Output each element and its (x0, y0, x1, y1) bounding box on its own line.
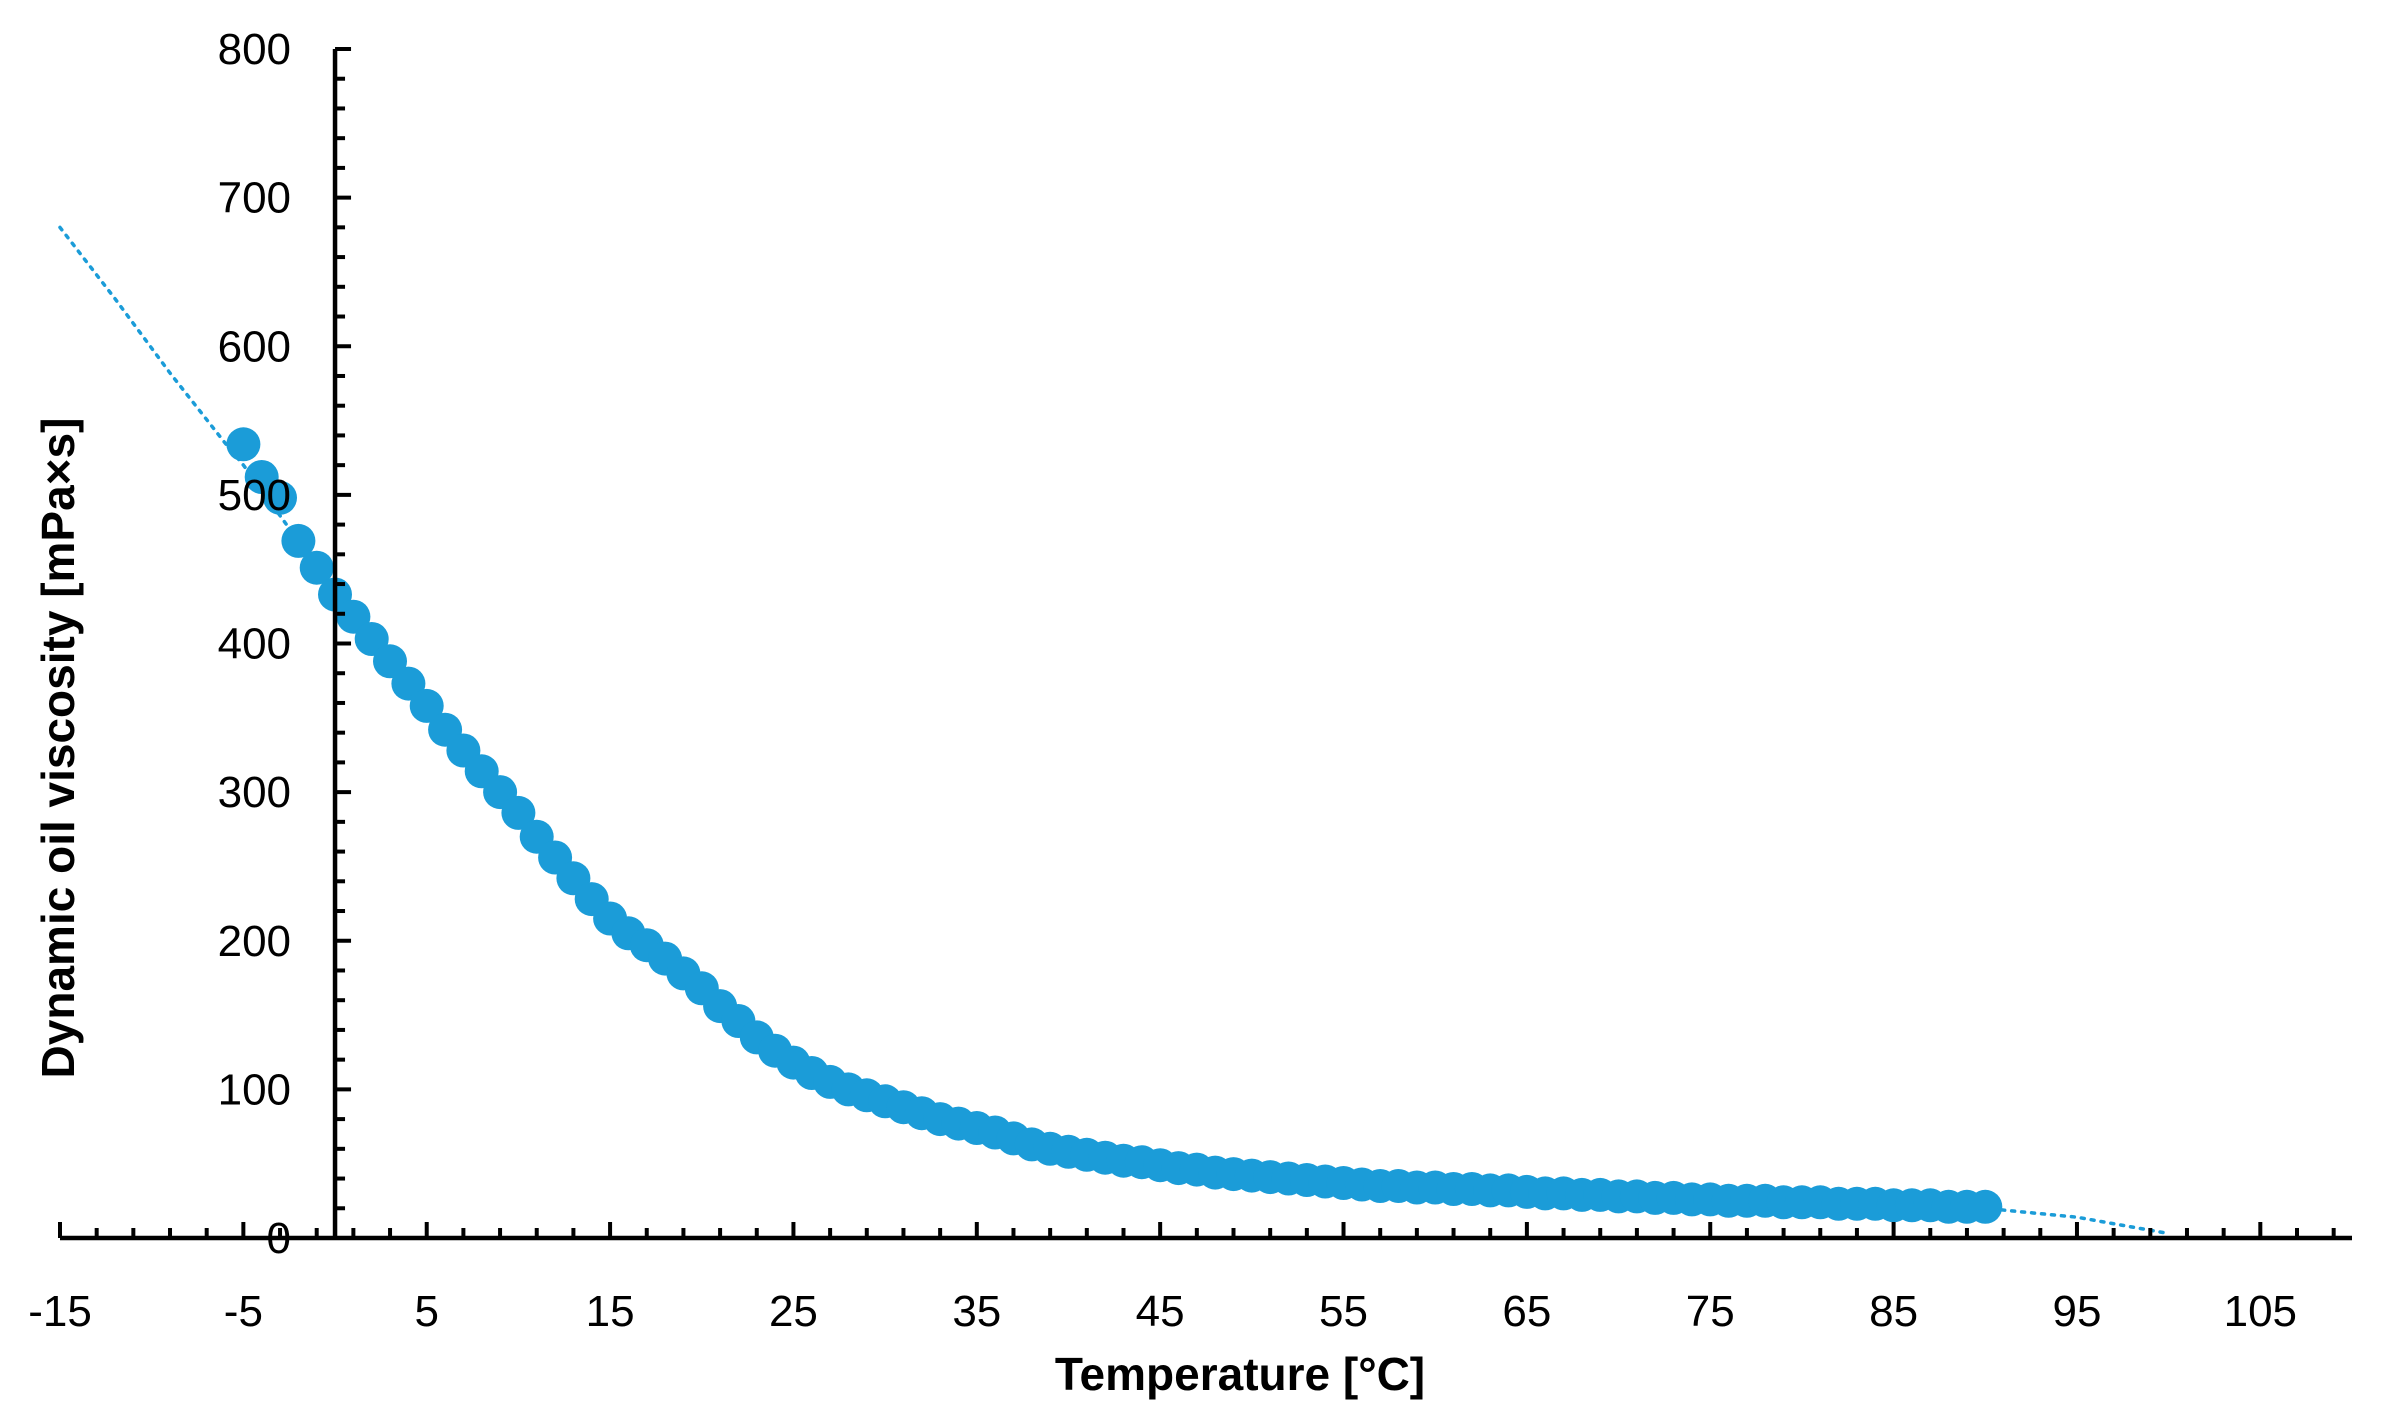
x-tick-label: 55 (1319, 1287, 1368, 1336)
x-tick-label: 75 (1686, 1287, 1735, 1336)
y-tick-label: 400 (218, 620, 291, 669)
y-tick-label: 0 (267, 1214, 291, 1263)
y-tick-label: 200 (218, 917, 291, 966)
x-tick-label: 15 (586, 1287, 635, 1336)
y-tick-label: 600 (218, 322, 291, 371)
y-axis-title: Dynamic oil viscosity [mPa×s] (32, 418, 84, 1079)
x-tick-label: -15 (28, 1287, 92, 1336)
x-tick-label: 45 (1136, 1287, 1185, 1336)
x-tick-label: 65 (1502, 1287, 1551, 1336)
y-tick-label: 700 (218, 174, 291, 223)
data-point (501, 795, 536, 830)
tick-labels-layer: 0 100 200 300 400 500 600 700 800 -15 -5 5 15 25 35 45 5… (28, 25, 2297, 1336)
axes-layer (60, 49, 2352, 1241)
x-tick-label: -5 (224, 1287, 263, 1336)
x-tick-label: 105 (2224, 1287, 2297, 1336)
x-axis-title: Temperature [°C] (1055, 1348, 1425, 1400)
x-tick-label: 85 (1869, 1287, 1918, 1336)
points-layer (226, 427, 2003, 1224)
tick-marks-layer (58, 47, 2336, 1240)
data-point (263, 480, 297, 515)
trendline-layer (58, 225, 2171, 1236)
data-point (1968, 1189, 2003, 1224)
y-tick-label: 800 (218, 25, 291, 74)
data-point (226, 427, 261, 462)
x-tick-label: 35 (952, 1287, 1001, 1336)
data-point (281, 523, 316, 558)
x-tick-label: 25 (769, 1287, 818, 1336)
x-tick-label: 5 (414, 1287, 438, 1336)
y-tick-label: 500 (218, 471, 291, 520)
y-tick-label: 100 (218, 1065, 291, 1114)
data-point (409, 688, 444, 723)
trendline (58, 225, 2171, 1236)
data-point (299, 550, 334, 585)
x-tick-label: 95 (2052, 1287, 2101, 1336)
y-tick-label: 300 (218, 768, 291, 817)
